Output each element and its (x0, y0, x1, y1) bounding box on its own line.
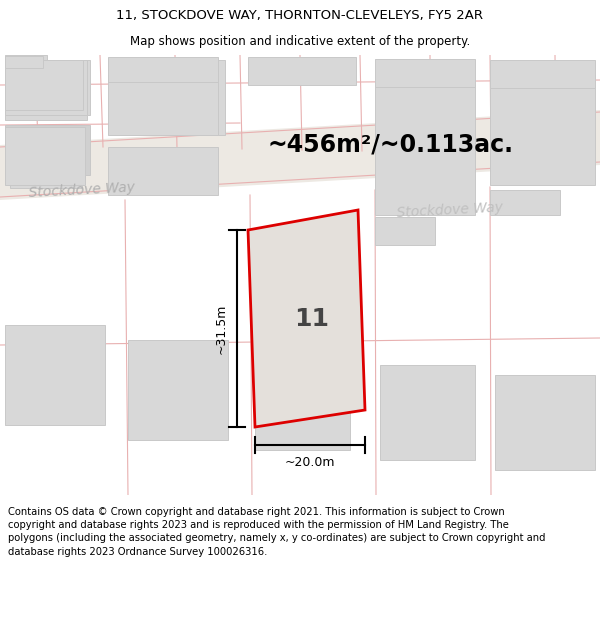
Bar (108, 58, 146, 70)
Bar (5, 55, 47, 70)
Bar (380, 365, 475, 460)
Text: ~20.0m: ~20.0m (285, 456, 335, 469)
Bar (5, 325, 105, 425)
Bar (495, 375, 595, 470)
Bar (5, 62, 87, 120)
Text: ~456m²/~0.113ac.: ~456m²/~0.113ac. (267, 133, 513, 157)
Bar (375, 217, 435, 245)
Bar (5, 125, 90, 175)
Bar (375, 59, 475, 87)
Bar (490, 75, 595, 185)
Text: 11: 11 (294, 308, 329, 331)
Text: Stockdove Way: Stockdove Way (28, 180, 136, 200)
Bar (108, 147, 218, 195)
Bar (108, 57, 218, 82)
Bar (5, 60, 87, 115)
Bar (5, 127, 85, 185)
Text: Map shows position and indicative extent of the property.: Map shows position and indicative extent… (130, 35, 470, 48)
Bar (5, 56, 43, 68)
Text: Stockdove Way: Stockdove Way (397, 200, 503, 220)
Bar (490, 190, 560, 215)
Polygon shape (248, 210, 365, 427)
Bar (5, 60, 83, 110)
Bar (248, 57, 356, 85)
Polygon shape (0, 110, 600, 200)
Bar (490, 60, 595, 88)
Text: 11, STOCKDOVE WAY, THORNTON-CLEVELEYS, FY5 2AR: 11, STOCKDOVE WAY, THORNTON-CLEVELEYS, F… (116, 9, 484, 22)
Bar (128, 340, 228, 440)
Bar (5, 60, 90, 115)
Text: Contains OS data © Crown copyright and database right 2021. This information is : Contains OS data © Crown copyright and d… (8, 507, 545, 557)
Text: ~31.5m: ~31.5m (215, 303, 227, 354)
Bar (108, 75, 218, 135)
Bar (10, 130, 82, 188)
Bar (110, 60, 225, 135)
Bar (375, 85, 475, 215)
Bar (255, 355, 350, 450)
